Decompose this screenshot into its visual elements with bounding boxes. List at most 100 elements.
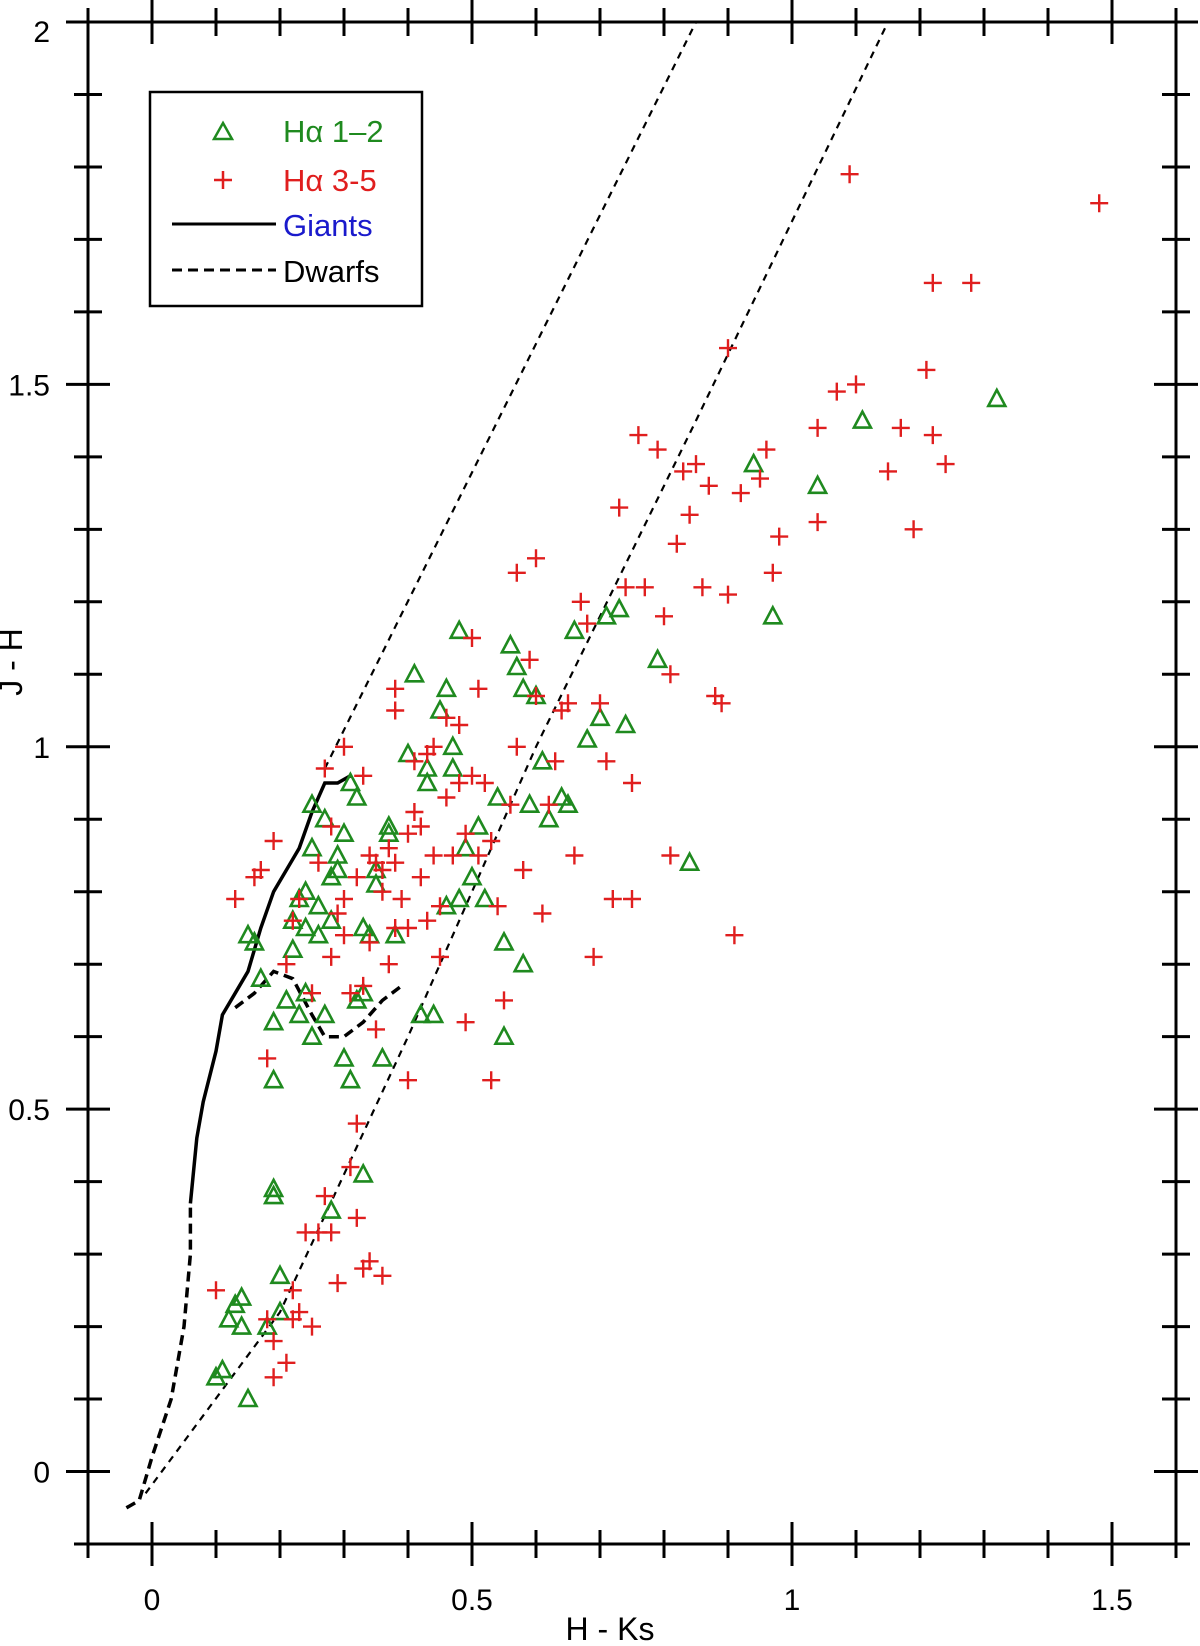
point-ha35-plus <box>495 991 513 1010</box>
legend-label-ha35: Hα 3-5 <box>283 163 377 198</box>
point-ha12-triangle <box>378 814 400 835</box>
point-ha35-plus <box>347 868 366 887</box>
point-ha12-triangle <box>512 952 534 973</box>
point-ha12-triangle <box>301 1024 323 1045</box>
model-lines <box>125 21 889 1510</box>
point-ha12-triangle <box>512 677 534 698</box>
point-ha12-triangle <box>352 916 374 937</box>
point-ha35-plus <box>399 919 417 937</box>
point-ha35-plus <box>808 418 827 437</box>
point-ha35-plus <box>565 846 584 865</box>
point-ha35-plus <box>520 650 539 669</box>
reddening-band-line <box>144 21 889 1494</box>
point-ha12-triangle <box>230 1285 253 1306</box>
point-ha35-plus <box>616 578 635 597</box>
point-ha12-triangle <box>410 1003 432 1024</box>
point-ha35-plus <box>424 737 443 756</box>
point-ha12-triangle <box>333 821 355 842</box>
point-ha12-triangle <box>435 677 458 698</box>
point-ha12-triangle <box>256 1314 278 1335</box>
point-ha35-plus <box>463 629 481 647</box>
point-ha35-plus <box>277 955 296 974</box>
point-ha35-plus <box>501 795 520 814</box>
point-ha35-plus <box>917 360 936 379</box>
point-ha12-triangle <box>576 727 598 748</box>
point-ha12-triangle <box>461 865 483 886</box>
point-ha35-plus <box>923 273 942 292</box>
point-ha12-triangle <box>518 792 541 813</box>
point-ha12-triangle <box>454 836 477 857</box>
point-ha35-plus <box>623 890 641 908</box>
legend-plus-marker <box>214 171 232 189</box>
y-tick-label: 0.5 <box>8 1094 50 1127</box>
y-tick-label: 2 <box>33 16 50 49</box>
point-ha12-triangle <box>416 771 438 792</box>
point-ha12-triangle <box>851 408 874 429</box>
y-tick-label: 1.5 <box>8 369 50 402</box>
point-ha35-plus <box>328 1274 347 1293</box>
point-ha35-plus <box>731 484 750 503</box>
point-ha35-plus <box>303 1317 321 1336</box>
point-ha35-plus <box>335 890 353 908</box>
point-ha35-plus <box>251 861 270 879</box>
point-ha35-plus <box>264 1332 283 1351</box>
point-ha12-triangle <box>250 966 272 987</box>
point-ha12-triangle <box>448 619 470 640</box>
point-ha35-plus <box>443 846 462 865</box>
point-ha12-triangle <box>467 814 490 835</box>
point-ha35-plus <box>712 694 731 713</box>
point-ha12-triangle <box>403 662 426 683</box>
point-ha35-plus <box>347 1114 366 1133</box>
point-ha35-plus <box>603 890 622 908</box>
point-ha35-plus <box>386 853 405 872</box>
point-ha12-triangle <box>557 792 579 813</box>
point-ha35-plus <box>693 578 712 597</box>
point-ha12-triangle <box>339 1068 362 1089</box>
legend-triangle-marker <box>211 120 235 141</box>
point-ha35-plus <box>379 839 398 858</box>
point-ha35-plus <box>840 165 859 184</box>
point-ha12-triangle <box>678 850 701 871</box>
point-ha12-triangle <box>442 756 464 777</box>
point-ha12-triangle <box>589 706 611 727</box>
point-ha35-plus <box>322 817 341 836</box>
point-ha35-plus <box>763 563 782 582</box>
point-ha35-plus <box>719 585 737 604</box>
point-ha35-plus <box>610 498 629 517</box>
point-ha35-plus <box>578 614 597 633</box>
point-ha35-plus <box>386 701 405 720</box>
point-ha35-plus <box>469 679 488 698</box>
point-ha35-plus <box>309 853 328 872</box>
point-ha35-plus <box>290 890 309 908</box>
legend-label-giants: Giants <box>283 208 373 243</box>
point-ha35-plus <box>597 752 616 771</box>
point-ha12-triangle <box>211 1358 234 1379</box>
point-ha35-plus <box>360 1252 379 1271</box>
point-ha35-plus <box>661 665 680 684</box>
point-ha35-plus <box>399 1071 417 1090</box>
point-ha35-plus <box>533 904 552 923</box>
point-ha12-triangle <box>269 1264 291 1285</box>
point-ha12-triangle <box>301 792 323 813</box>
point-ha12-triangle <box>352 1162 374 1183</box>
point-ha35-plus <box>335 926 353 945</box>
data-points <box>205 165 1109 1408</box>
point-ha35-plus <box>437 788 456 807</box>
point-ha35-plus <box>264 1368 283 1387</box>
tick-marks <box>66 0 1198 1566</box>
point-ha35-plus <box>725 926 744 945</box>
point-ha35-plus <box>655 607 673 626</box>
point-ha35-plus <box>514 861 533 879</box>
point-ha12-triangle <box>262 1068 285 1089</box>
point-ha35-plus <box>539 795 558 814</box>
point-ha12-triangle <box>986 387 1008 408</box>
point-ha12-triangle <box>806 474 829 495</box>
point-ha35-plus <box>719 339 737 358</box>
point-ha12-triangle <box>275 988 298 1009</box>
x-axis-title: H - Ks <box>566 1611 655 1646</box>
point-ha35-plus <box>667 534 686 553</box>
point-ha12-triangle <box>493 930 515 951</box>
point-ha35-plus <box>1090 194 1109 213</box>
y-tick-label: 0 <box>33 1457 50 1490</box>
point-ha35-plus <box>527 549 545 568</box>
